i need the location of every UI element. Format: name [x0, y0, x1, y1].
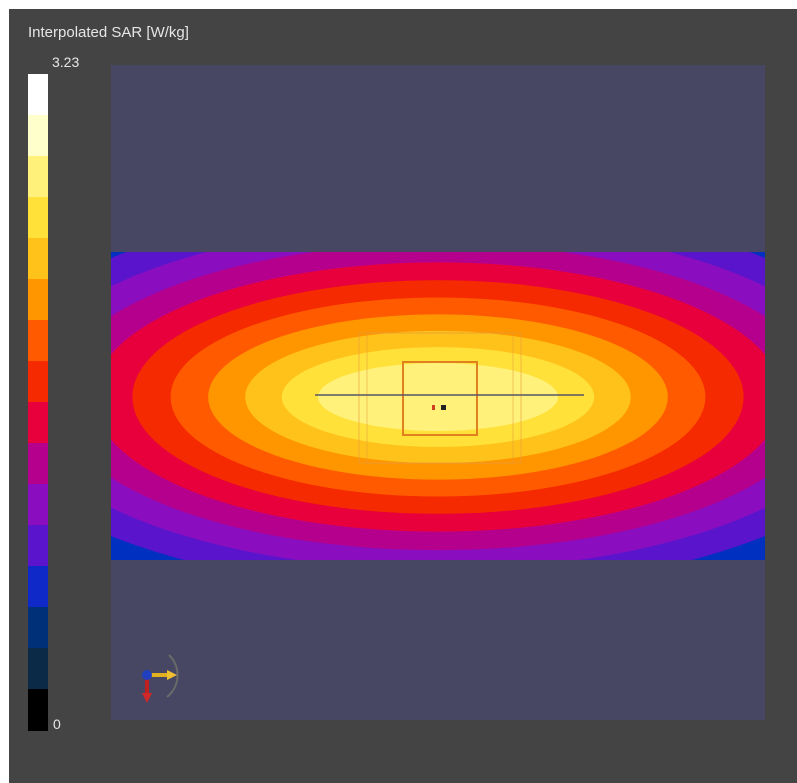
colorbar-swatch: [28, 320, 48, 362]
colorbar-swatch: [28, 402, 48, 444]
colorbar-swatch: [28, 115, 48, 157]
probe-overlay: [315, 332, 584, 464]
colorbar-swatch: [28, 607, 48, 649]
colorbar-min-label: 0: [53, 716, 61, 732]
colorbar-swatch: [28, 156, 48, 198]
colorbar-swatch: [28, 525, 48, 567]
sar-plot-area[interactable]: [111, 65, 765, 720]
colorbar-swatch: [28, 279, 48, 321]
phantom-outline-inner: [366, 332, 514, 464]
contour-band: [318, 363, 558, 431]
colorbar: [28, 74, 56, 731]
zoom-scan-box: [402, 361, 478, 436]
colorbar-swatch: [28, 238, 48, 280]
colorbar-swatch: [28, 648, 48, 690]
sar-contour-map: [111, 252, 765, 560]
colorbar-swatch: [28, 689, 48, 731]
colorbar-swatch: [28, 484, 48, 526]
peak-marker: [441, 405, 446, 410]
colorbar-swatch: [28, 443, 48, 485]
sar-contour-svg: [111, 252, 765, 703]
colorbar-swatch: [28, 74, 48, 116]
colorbar-title: Interpolated SAR [W/kg]: [28, 24, 189, 41]
colorbar-swatch: [28, 361, 48, 403]
peak-marker-red: [432, 405, 435, 410]
axes-triad-icon[interactable]: [142, 654, 179, 703]
colorbar-swatch: [28, 566, 48, 608]
colorbar-max-label: 3.23: [52, 54, 80, 70]
colorbar-swatch: [28, 197, 48, 239]
